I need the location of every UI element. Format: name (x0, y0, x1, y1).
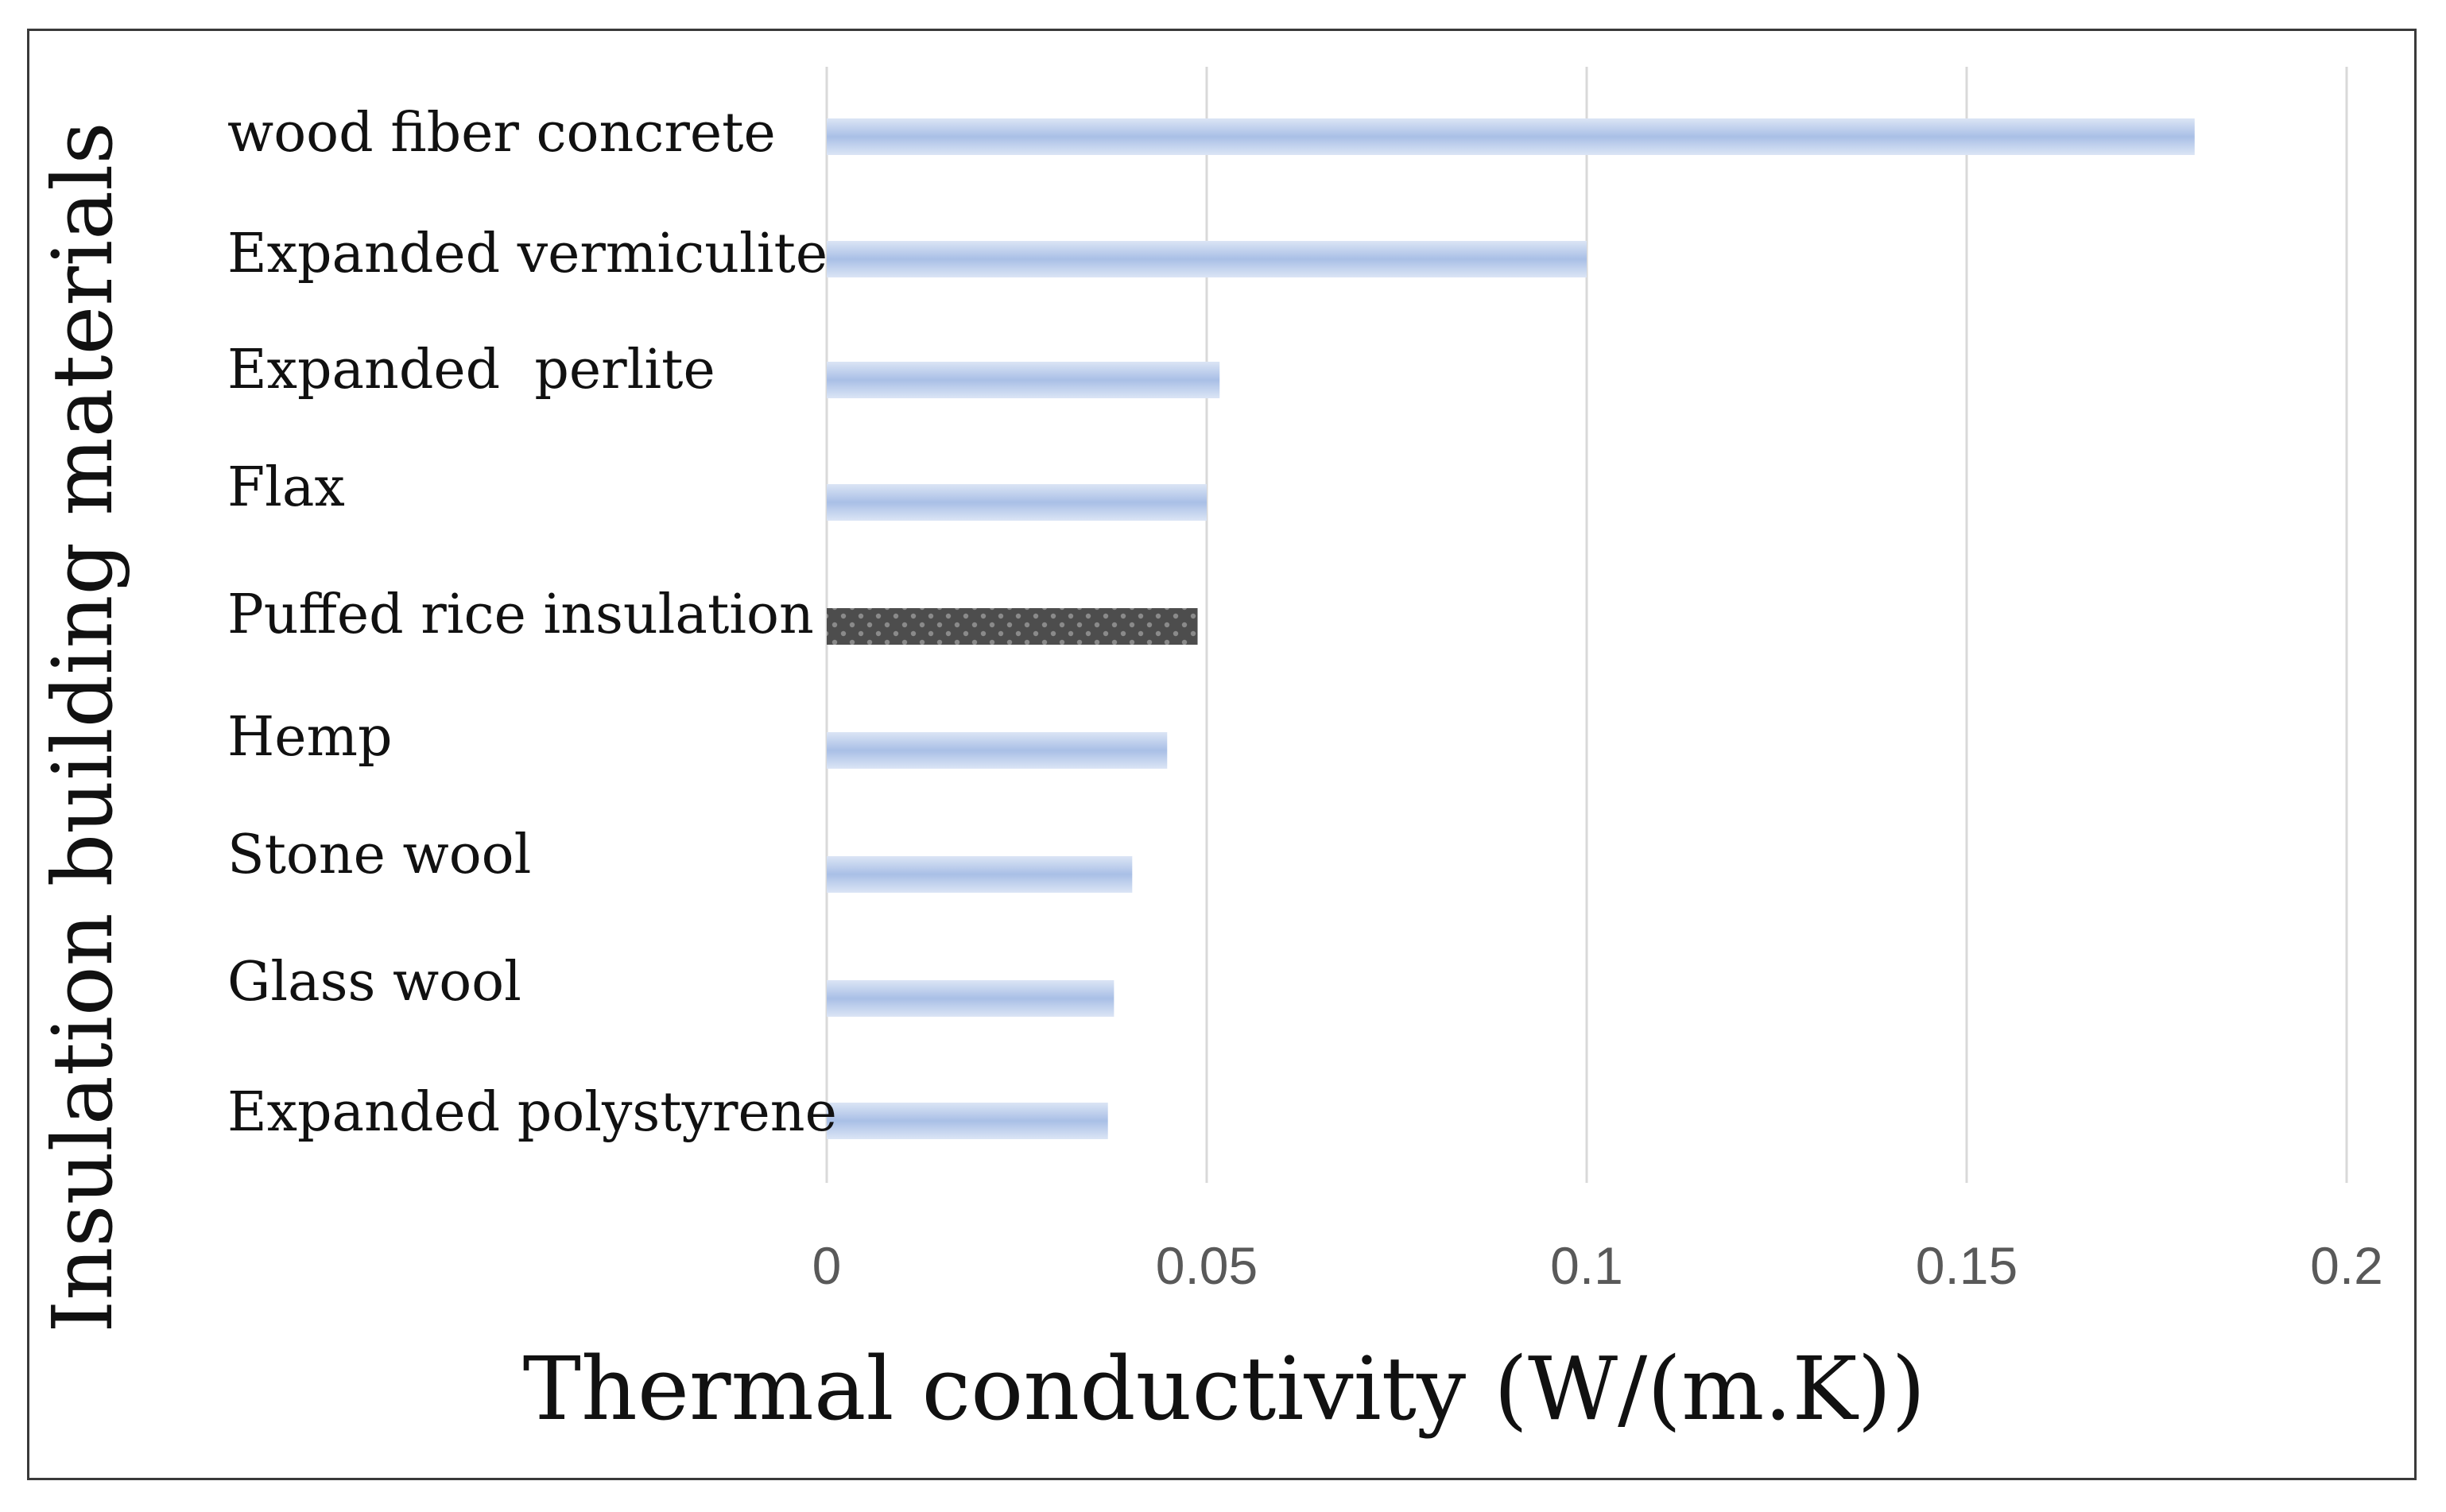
category-labels: wood fiber concrete Expanded vermiculite E… (227, 102, 837, 1144)
category-label: Hemp (227, 706, 393, 769)
x-tick-label: 0.05 (1156, 1236, 1258, 1295)
x-axis-title: Thermal conductivity (W/(m.K)) (523, 1338, 1926, 1440)
bar (827, 362, 1220, 398)
x-tick-label: 0 (812, 1236, 842, 1295)
bar (827, 118, 2195, 155)
category-label: Stone wool (227, 824, 531, 886)
x-tick-labels: 0 0.05 0.1 0.15 0.2 (812, 1236, 2383, 1295)
bar (827, 856, 1133, 893)
x-tick-label: 0.1 (1550, 1236, 1623, 1295)
bar (827, 980, 1114, 1017)
bar (827, 241, 1587, 277)
category-label: Expanded vermiculite (227, 223, 828, 285)
category-label: Expanded perlite (227, 339, 715, 401)
bar (827, 732, 1168, 769)
category-label: Glass wool (227, 951, 521, 1014)
bar (827, 484, 1207, 521)
y-axis-title: Insulation building materials (34, 122, 131, 1333)
bar (827, 1103, 1108, 1139)
category-label: Expanded polystyrene (227, 1081, 837, 1144)
category-label: Puffed rice insulation (227, 583, 814, 646)
x-tick-label: 0.15 (1916, 1236, 2018, 1295)
category-label: Flax (227, 456, 345, 519)
category-label: wood fiber concrete (227, 102, 776, 165)
bars (827, 118, 2195, 1139)
bar-highlight (827, 608, 1198, 645)
x-tick-label: 0.2 (2310, 1236, 2383, 1295)
